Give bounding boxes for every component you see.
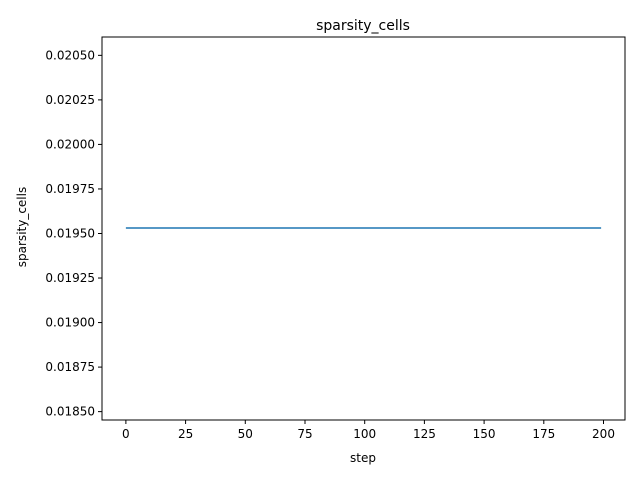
y-axis-label: sparsity_cells [15,187,29,267]
x-tick-label: 25 [178,427,193,441]
y-tick-label: 0.01900 [45,316,95,330]
x-tick-label: 50 [238,427,253,441]
x-tick-label: 100 [353,427,376,441]
x-tick-label: 75 [297,427,312,441]
y-tick-label: 0.01975 [45,182,95,196]
x-axis-label: step [350,451,376,465]
x-tick-label: 0 [122,427,130,441]
chart-title: sparsity_cells [316,18,410,34]
x-tick-label: 150 [473,427,496,441]
y-tick-label: 0.01875 [45,360,95,374]
y-axis: 0.01850 0.01875 0.01900 0.01925 0.01950 0.019… [45,48,102,419]
x-tick-label: 175 [532,427,555,441]
x-axis: 0 25 50 75 100 125 150 175 200 [122,420,615,441]
y-tick-label: 0.01925 [45,271,95,285]
x-tick-label: 125 [413,427,436,441]
plot-area-frame [101,36,626,421]
y-tick-label: 0.01850 [45,405,95,419]
y-tick-label: 0.01950 [45,226,95,240]
y-tick-label: 0.02050 [45,48,95,62]
y-tick-label: 0.02000 [45,137,95,151]
x-tick-label: 200 [592,427,615,441]
y-tick-label: 0.02025 [45,93,95,107]
